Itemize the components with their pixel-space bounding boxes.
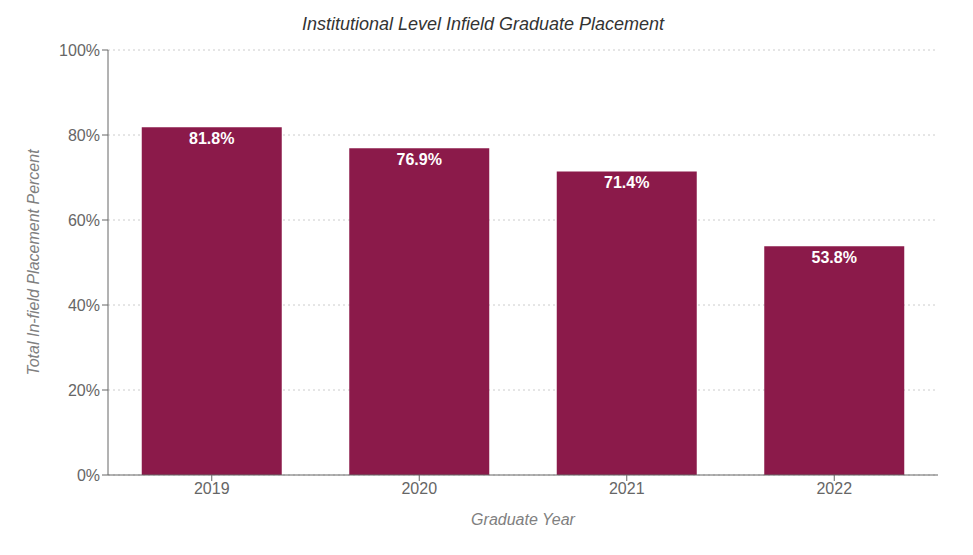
- html-text:Institutional Level Infield Gr: Institutional Level Infield Graduate Pla…: [301, 14, 665, 34]
- svg-text:2020: 2020: [401, 480, 437, 497]
- svg-text:81.8%: 81.8%: [189, 130, 234, 147]
- svg-text:100%: 100%: [59, 42, 100, 59]
- svg-text:2019: 2019: [194, 480, 230, 497]
- svg-text:2022: 2022: [816, 480, 852, 497]
- svg-text:Graduate Year: Graduate Year: [471, 511, 575, 528]
- svg-text:80%: 80%: [68, 127, 100, 144]
- svg-text:76.9%: 76.9%: [397, 151, 442, 168]
- svg-text:40%: 40%: [68, 297, 100, 314]
- svg-text:60%: 60%: [68, 212, 100, 229]
- svg-text:Total In-field Placement Perce: Total In-field Placement Percent: [25, 149, 42, 376]
- svg-text:2021: 2021: [609, 480, 645, 497]
- svg-text:0%: 0%: [77, 467, 100, 484]
- svg-text:20%: 20%: [68, 382, 100, 399]
- svg-text:53.8%: 53.8%: [812, 249, 857, 266]
- svg-text:71.4%: 71.4%: [604, 174, 649, 191]
